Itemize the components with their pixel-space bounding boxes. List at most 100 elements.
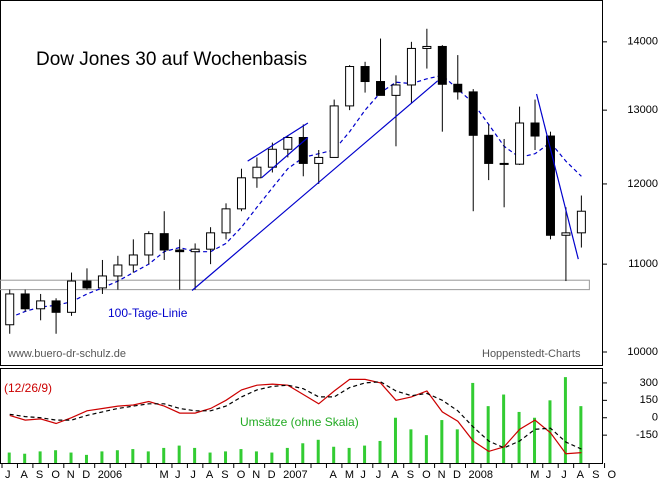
y-tick-label: 300 [640,377,658,389]
x-tick-label: M [530,469,539,481]
volume-bar [162,447,166,463]
x-tick-label: A [20,469,28,481]
volume-bar [440,420,444,463]
volume-label: Umsätze (ohne Skala) [240,415,359,429]
chart-title: Dow Jones 30 auf Wochenbasis [36,49,307,70]
x-tick-label: O [422,469,431,481]
candle-body [113,264,123,277]
trendline [261,137,309,179]
volume-bar [270,452,274,463]
volume-bar [69,452,73,463]
candle-body [499,162,509,165]
x-tick-label: S [221,469,228,481]
candle-body [345,66,355,107]
candle-body [391,84,401,96]
volume-bar [23,453,27,463]
y-tick-label: 150 [640,394,658,406]
volume-bar [239,449,243,463]
series-line [9,378,582,455]
candle-body [453,83,463,93]
volume-bar [224,451,228,463]
y-tick-label: 11000 [628,258,658,270]
trendline [191,80,439,291]
volume-bar [100,451,104,463]
support-band [0,279,590,291]
x-tick-label: J [190,469,196,481]
x-tick-label: O [608,469,617,481]
volume-bar [363,445,367,463]
candle-body [283,136,293,150]
candle-body [437,45,447,85]
volume-bar [378,440,382,463]
volume-bar [517,411,521,463]
candle-body [468,91,478,136]
volume-bar [455,429,459,463]
candle-body [20,293,30,310]
candle-body [36,300,46,310]
y-tick-label: 10000 [627,346,658,358]
x-tick-label: A [206,469,214,481]
macd-label: (12/26/9) [4,381,52,395]
source: www.buero-dr-schulz.de [7,348,126,360]
candle-body [128,254,138,266]
candle-body [82,280,92,289]
volume-bar [471,382,475,463]
macd-frame [0,368,603,464]
candle-body [545,135,555,236]
volume-bar [316,439,320,463]
candle-body [314,156,324,164]
candle-body [221,208,231,234]
volume-bar [301,443,305,463]
candle-body [51,300,61,313]
volume-bar [486,406,490,463]
volume-bar [84,454,88,463]
volume-bar [208,452,212,463]
candle-body [206,232,216,250]
y-tick-label: 14000 [627,36,658,48]
x-tick-label: D [453,469,461,481]
candle-body [97,275,107,289]
candle-body [561,232,571,236]
volume-bar [393,417,397,463]
volume-bar [54,450,58,463]
x-tick-label: M [345,469,354,481]
volume-bar [177,445,181,463]
candle-body [159,233,169,251]
volume-bar [254,451,258,463]
candle-body [236,177,246,210]
x-tick-label: 2007 [283,469,307,481]
series-line [9,381,582,450]
credit: Hoppenstedt-Charts [482,348,581,360]
x-tick-label: A [577,469,585,481]
trendline [535,93,579,260]
x-tick-label: S [36,469,43,481]
volume-bar [533,417,537,463]
volume-bar [502,394,506,463]
candle-body [190,248,200,253]
x-tick-label: O [51,469,60,481]
x-tick-label: 2008 [469,469,493,481]
volume-bar [285,447,289,463]
volume-bar [563,377,567,463]
candle-body [376,81,386,96]
y-tick-label: 0 [652,412,658,424]
candle-body [298,136,308,164]
x-tick-label: J [5,469,11,481]
volume-bar [332,446,336,463]
candle-body [175,249,185,253]
y-tick-label: 12000 [627,178,658,190]
y-tick-label: -150 [636,429,658,441]
candle-body [329,105,339,158]
series-line [9,74,582,319]
volume-bar [347,447,351,463]
x-tick-label: J [546,469,552,481]
x-tick-label: A [391,469,399,481]
volume-bar [579,406,583,463]
candle-body [530,122,540,137]
x-tick-label: O [237,469,246,481]
candle-body [576,210,586,234]
volume-bar [115,450,119,463]
candle-body [5,293,15,326]
